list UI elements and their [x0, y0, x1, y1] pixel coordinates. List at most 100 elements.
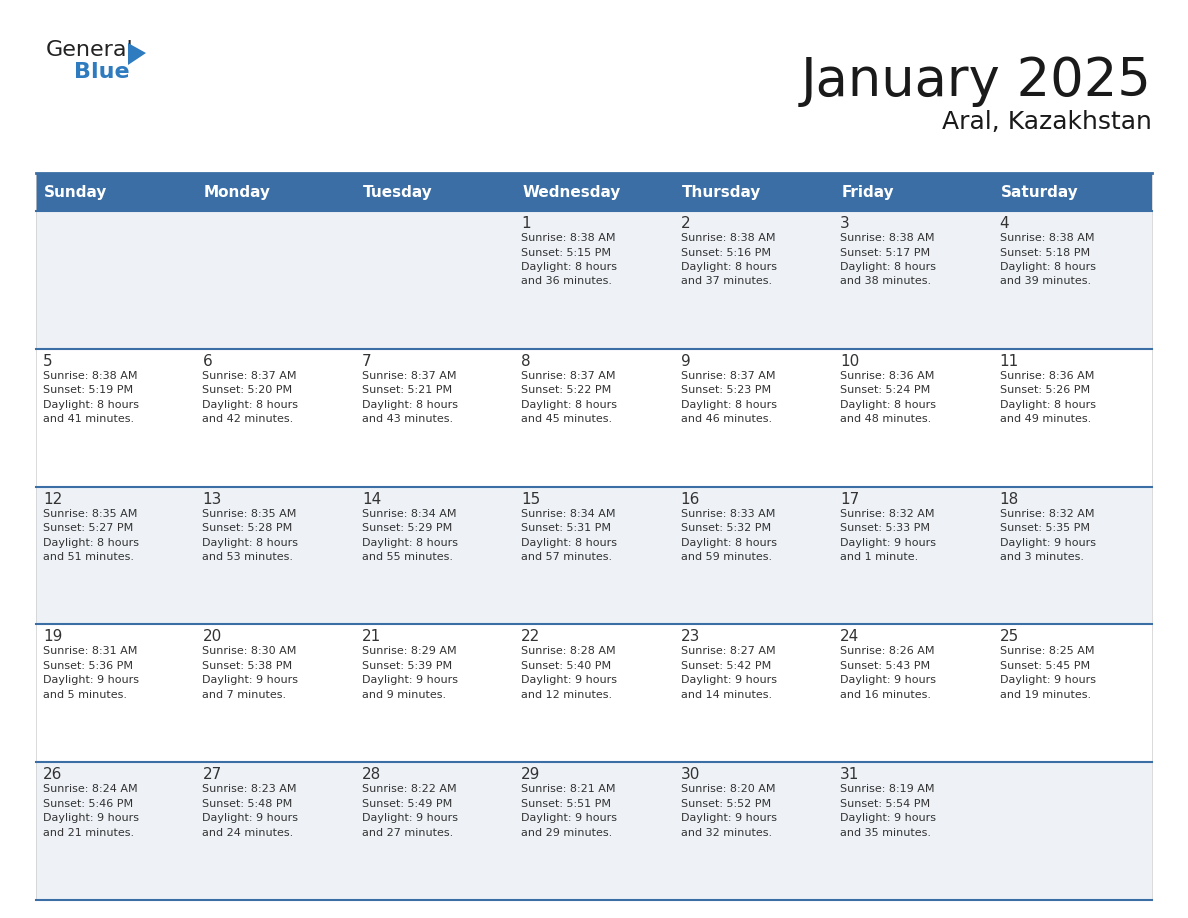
Text: Sunrise: 8:32 AM: Sunrise: 8:32 AM: [840, 509, 935, 519]
Text: 23: 23: [681, 630, 700, 644]
Text: 7: 7: [362, 353, 372, 369]
Text: and 37 minutes.: and 37 minutes.: [681, 276, 772, 286]
Polygon shape: [128, 43, 146, 65]
Text: 17: 17: [840, 492, 859, 507]
Text: 12: 12: [43, 492, 62, 507]
Text: Sunrise: 8:36 AM: Sunrise: 8:36 AM: [999, 371, 1094, 381]
Text: Friday: Friday: [841, 185, 893, 199]
Text: Daylight: 9 hours: Daylight: 9 hours: [362, 813, 457, 823]
Text: Sunset: 5:28 PM: Sunset: 5:28 PM: [202, 523, 292, 533]
Text: and 5 minutes.: and 5 minutes.: [43, 690, 127, 700]
Bar: [36, 173, 196, 211]
Text: Sunrise: 8:23 AM: Sunrise: 8:23 AM: [202, 784, 297, 794]
Text: Sunrise: 8:28 AM: Sunrise: 8:28 AM: [522, 646, 615, 656]
Text: Daylight: 8 hours: Daylight: 8 hours: [681, 400, 777, 409]
Text: 6: 6: [202, 353, 213, 369]
Text: Sunset: 5:22 PM: Sunset: 5:22 PM: [522, 386, 612, 396]
Text: 25: 25: [999, 630, 1019, 644]
Text: Daylight: 8 hours: Daylight: 8 hours: [202, 538, 298, 548]
Text: Daylight: 8 hours: Daylight: 8 hours: [840, 400, 936, 409]
Text: 13: 13: [202, 492, 222, 507]
Text: 15: 15: [522, 492, 541, 507]
Text: 9: 9: [681, 353, 690, 369]
Bar: [36, 211, 1152, 349]
Text: Saturday: Saturday: [1000, 185, 1079, 199]
Text: and 9 minutes.: and 9 minutes.: [362, 690, 446, 700]
Bar: [833, 173, 992, 211]
Text: Daylight: 9 hours: Daylight: 9 hours: [202, 813, 298, 823]
Text: Sunrise: 8:24 AM: Sunrise: 8:24 AM: [43, 784, 138, 794]
Text: Sunrise: 8:38 AM: Sunrise: 8:38 AM: [681, 233, 776, 243]
Text: 20: 20: [202, 630, 222, 644]
Text: Daylight: 8 hours: Daylight: 8 hours: [681, 262, 777, 272]
Text: January 2025: January 2025: [801, 55, 1152, 107]
Text: Daylight: 8 hours: Daylight: 8 hours: [43, 538, 139, 548]
Text: and 3 minutes.: and 3 minutes.: [999, 552, 1083, 562]
Text: Sunset: 5:49 PM: Sunset: 5:49 PM: [362, 799, 453, 809]
Text: Sunset: 5:23 PM: Sunset: 5:23 PM: [681, 386, 771, 396]
Text: Sunset: 5:42 PM: Sunset: 5:42 PM: [681, 661, 771, 671]
Text: and 51 minutes.: and 51 minutes.: [43, 552, 134, 562]
Text: 14: 14: [362, 492, 381, 507]
Text: Sunrise: 8:35 AM: Sunrise: 8:35 AM: [202, 509, 297, 519]
Text: Blue: Blue: [74, 62, 129, 82]
Text: Sunset: 5:27 PM: Sunset: 5:27 PM: [43, 523, 133, 533]
Text: Sunrise: 8:37 AM: Sunrise: 8:37 AM: [362, 371, 456, 381]
Text: and 7 minutes.: and 7 minutes.: [202, 690, 286, 700]
Text: Sunset: 5:52 PM: Sunset: 5:52 PM: [681, 799, 771, 809]
Text: Daylight: 8 hours: Daylight: 8 hours: [999, 400, 1095, 409]
Text: Daylight: 9 hours: Daylight: 9 hours: [840, 538, 936, 548]
Text: and 46 minutes.: and 46 minutes.: [681, 414, 772, 424]
Text: and 12 minutes.: and 12 minutes.: [522, 690, 612, 700]
Bar: [36, 487, 1152, 624]
Text: Daylight: 8 hours: Daylight: 8 hours: [522, 262, 618, 272]
Text: Sunrise: 8:38 AM: Sunrise: 8:38 AM: [43, 371, 138, 381]
Text: Sunrise: 8:38 AM: Sunrise: 8:38 AM: [522, 233, 615, 243]
Text: Sunset: 5:32 PM: Sunset: 5:32 PM: [681, 523, 771, 533]
Text: Sunset: 5:43 PM: Sunset: 5:43 PM: [840, 661, 930, 671]
Text: Daylight: 8 hours: Daylight: 8 hours: [522, 400, 618, 409]
Text: and 1 minute.: and 1 minute.: [840, 552, 918, 562]
Text: Sunrise: 8:37 AM: Sunrise: 8:37 AM: [681, 371, 776, 381]
Text: and 48 minutes.: and 48 minutes.: [840, 414, 931, 424]
Text: Daylight: 9 hours: Daylight: 9 hours: [522, 676, 618, 686]
Text: Daylight: 9 hours: Daylight: 9 hours: [522, 813, 618, 823]
Text: Sunset: 5:33 PM: Sunset: 5:33 PM: [840, 523, 930, 533]
Text: Daylight: 8 hours: Daylight: 8 hours: [362, 400, 457, 409]
Text: Sunrise: 8:20 AM: Sunrise: 8:20 AM: [681, 784, 776, 794]
Text: and 55 minutes.: and 55 minutes.: [362, 552, 453, 562]
Text: Sunset: 5:26 PM: Sunset: 5:26 PM: [999, 386, 1089, 396]
Text: Sunrise: 8:27 AM: Sunrise: 8:27 AM: [681, 646, 776, 656]
Text: General: General: [46, 40, 134, 60]
Text: Sunset: 5:29 PM: Sunset: 5:29 PM: [362, 523, 453, 533]
Text: Sunset: 5:17 PM: Sunset: 5:17 PM: [840, 248, 930, 258]
Text: Sunrise: 8:35 AM: Sunrise: 8:35 AM: [43, 509, 138, 519]
Text: Sunset: 5:15 PM: Sunset: 5:15 PM: [522, 248, 612, 258]
Text: 3: 3: [840, 216, 849, 231]
Text: 8: 8: [522, 353, 531, 369]
Text: 5: 5: [43, 353, 52, 369]
Text: 30: 30: [681, 767, 700, 782]
Text: and 57 minutes.: and 57 minutes.: [522, 552, 612, 562]
Text: and 32 minutes.: and 32 minutes.: [681, 828, 772, 838]
Bar: [355, 173, 514, 211]
Text: Sunset: 5:40 PM: Sunset: 5:40 PM: [522, 661, 612, 671]
Text: Sunset: 5:18 PM: Sunset: 5:18 PM: [999, 248, 1089, 258]
Bar: [674, 173, 833, 211]
Bar: [514, 173, 674, 211]
Text: 28: 28: [362, 767, 381, 782]
Text: Wednesday: Wednesday: [523, 185, 620, 199]
Text: Sunrise: 8:37 AM: Sunrise: 8:37 AM: [202, 371, 297, 381]
Text: Tuesday: Tuesday: [362, 185, 432, 199]
Text: and 19 minutes.: and 19 minutes.: [999, 690, 1091, 700]
Text: Sunrise: 8:36 AM: Sunrise: 8:36 AM: [840, 371, 935, 381]
Text: 21: 21: [362, 630, 381, 644]
Text: 29: 29: [522, 767, 541, 782]
Text: Sunrise: 8:30 AM: Sunrise: 8:30 AM: [202, 646, 297, 656]
Text: Sunset: 5:36 PM: Sunset: 5:36 PM: [43, 661, 133, 671]
Text: Daylight: 9 hours: Daylight: 9 hours: [999, 538, 1095, 548]
Text: and 45 minutes.: and 45 minutes.: [522, 414, 612, 424]
Text: Daylight: 8 hours: Daylight: 8 hours: [840, 262, 936, 272]
Text: 16: 16: [681, 492, 700, 507]
Text: Sunset: 5:31 PM: Sunset: 5:31 PM: [522, 523, 612, 533]
